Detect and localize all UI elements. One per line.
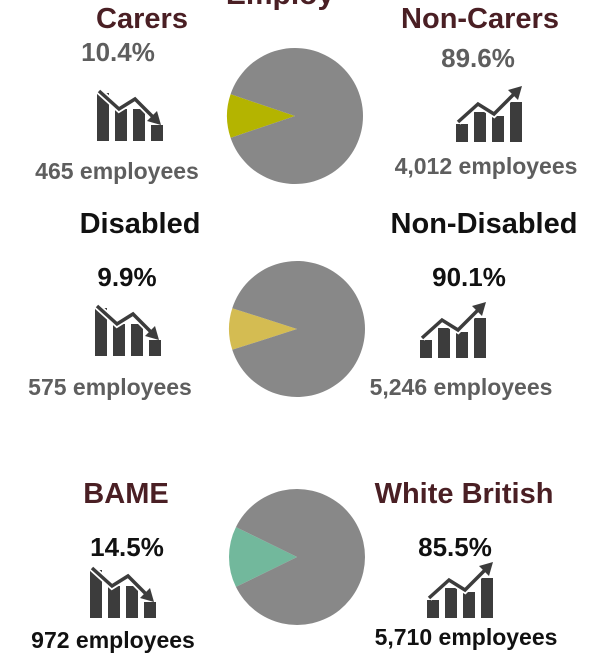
pie-slice-bame xyxy=(229,527,297,587)
category-label-non-disabled: Non-Disabled xyxy=(390,208,578,240)
category-label-white-british: White British xyxy=(374,478,554,510)
page-title-fragment: Employ xyxy=(226,0,334,12)
pie-slice-disabled xyxy=(229,308,297,350)
pie-slice-white-british xyxy=(235,488,366,626)
employees-label-disabled: 575 employees xyxy=(28,374,192,400)
employees-label-carers: 465 employees xyxy=(35,158,199,184)
chart-trend-up-icon xyxy=(427,562,495,618)
employees-label-non-carers: 4,012 employees xyxy=(394,153,578,179)
chart-trend-down-icon xyxy=(90,564,158,618)
pie-slice-non-carers xyxy=(230,48,364,184)
chart-trend-down-icon xyxy=(97,87,165,141)
percent-label-white-british: 85.5% xyxy=(418,532,492,562)
percent-label-bame: 14.5% xyxy=(90,532,164,562)
pie-slice-carers xyxy=(227,94,295,138)
percent-label-carers: 10.4% xyxy=(81,37,155,67)
employees-label-bame: 972 employees xyxy=(31,627,195,653)
percent-label-non-disabled: 90.1% xyxy=(432,262,506,292)
percent-label-non-carers: 89.6% xyxy=(441,43,515,73)
pie-slice-non-disabled xyxy=(232,260,366,397)
category-label-bame: BAME xyxy=(83,478,169,510)
chart-trend-up-icon xyxy=(456,86,524,142)
employees-label-white-british: 5,710 employees xyxy=(374,624,558,650)
category-label-carers: Carers xyxy=(96,3,188,35)
chart-trend-up-icon xyxy=(420,302,488,358)
chart-trend-down-icon xyxy=(95,302,163,356)
category-label-disabled: Disabled xyxy=(79,208,201,240)
employees-label-non-disabled: 5,246 employees xyxy=(369,374,553,400)
category-label-non-carers: Non-Carers xyxy=(401,3,559,35)
percent-label-disabled: 9.9% xyxy=(97,262,157,292)
